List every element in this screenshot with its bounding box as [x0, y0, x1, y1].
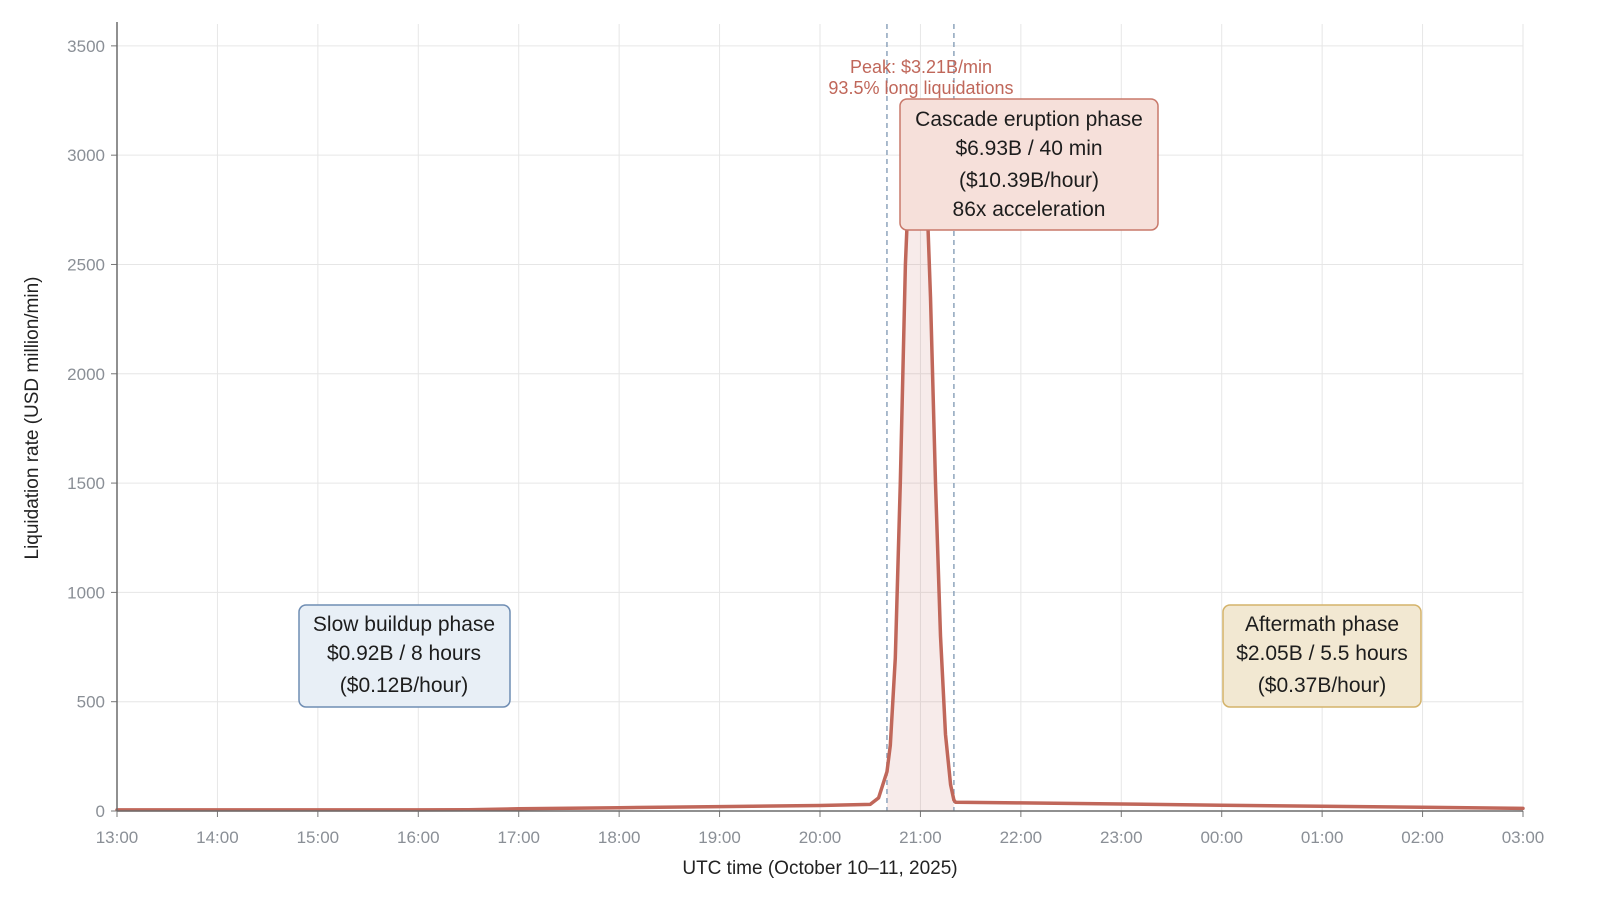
- phase-box-buildup: Slow buildup phase $0.92B / 8 hours ($0.…: [298, 604, 511, 708]
- x-tick-label: 19:00: [698, 828, 741, 847]
- y-tick-label: 3000: [67, 146, 105, 165]
- x-tick-label: 21:00: [899, 828, 942, 847]
- y-tick-labels: 0 500 1000 1500 2000 2500 3000 3500: [67, 37, 105, 821]
- x-tick-label: 14:00: [196, 828, 239, 847]
- cascade-area: [887, 109, 954, 812]
- phase-box-cascade-line-3: ($10.39B/hour): [959, 169, 1099, 192]
- x-tick-label: 23:00: [1100, 828, 1143, 847]
- x-tick-label: 16:00: [397, 828, 440, 847]
- x-tick-label: 00:00: [1200, 828, 1243, 847]
- y-tick-label: 1500: [67, 474, 105, 493]
- area-layer: [887, 109, 954, 812]
- x-tick-label: 20:00: [799, 828, 842, 847]
- phase-box-buildup-line-3: ($0.12B/hour): [340, 674, 468, 697]
- x-tick-labels: 13:00 14:00 15:00 16:00 17:00 18:00 19:00 20:00…: [96, 828, 1545, 847]
- x-tick-label: 18:00: [598, 828, 641, 847]
- y-tick-label: 1000: [67, 583, 105, 602]
- x-tick-label: 01:00: [1301, 828, 1344, 847]
- phase-box-aftermath-line-3: ($0.37B/hour): [1258, 674, 1386, 697]
- phase-box-buildup-line-1: Slow buildup phase: [313, 613, 495, 636]
- y-tick-label: 3500: [67, 37, 105, 56]
- phase-box-aftermath-line-2: $2.05B / 5.5 hours: [1236, 642, 1408, 665]
- phase-box-cascade: Cascade eruption phase $6.93B / 40 min (…: [899, 98, 1159, 231]
- x-tick-label: 22:00: [1000, 828, 1043, 847]
- phase-box-cascade-line-2: $6.93B / 40 min: [955, 137, 1102, 160]
- x-tick-label: 13:00: [96, 828, 139, 847]
- x-tick-label: 15:00: [297, 828, 340, 847]
- y-tick-label: 2000: [67, 365, 105, 384]
- phase-box-cascade-line-4: 86x acceleration: [953, 198, 1106, 221]
- axes: [111, 22, 1524, 817]
- peak-annotation-line-1: Peak: $3.21B/min: [850, 57, 992, 77]
- phase-box-cascade-line-1: Cascade eruption phase: [915, 108, 1143, 131]
- y-tick-label: 0: [96, 802, 105, 821]
- peak-annotation-line-2: 93.5% long liquidations: [828, 78, 1013, 98]
- y-tick-label: 500: [77, 693, 105, 712]
- y-axis-label: Liquidation rate (USD million/min): [22, 277, 43, 560]
- x-tick-label: 17:00: [497, 828, 540, 847]
- phase-box-buildup-line-2: $0.92B / 8 hours: [327, 642, 481, 665]
- phase-box-aftermath: Aftermath phase $2.05B / 5.5 hours ($0.3…: [1222, 604, 1422, 708]
- y-tick-label: 2500: [67, 255, 105, 274]
- x-axis-label: UTC time (October 10–11, 2025): [682, 858, 957, 879]
- x-tick-label: 03:00: [1502, 828, 1545, 847]
- x-tick-label: 02:00: [1401, 828, 1444, 847]
- phase-box-aftermath-line-1: Aftermath phase: [1245, 613, 1399, 636]
